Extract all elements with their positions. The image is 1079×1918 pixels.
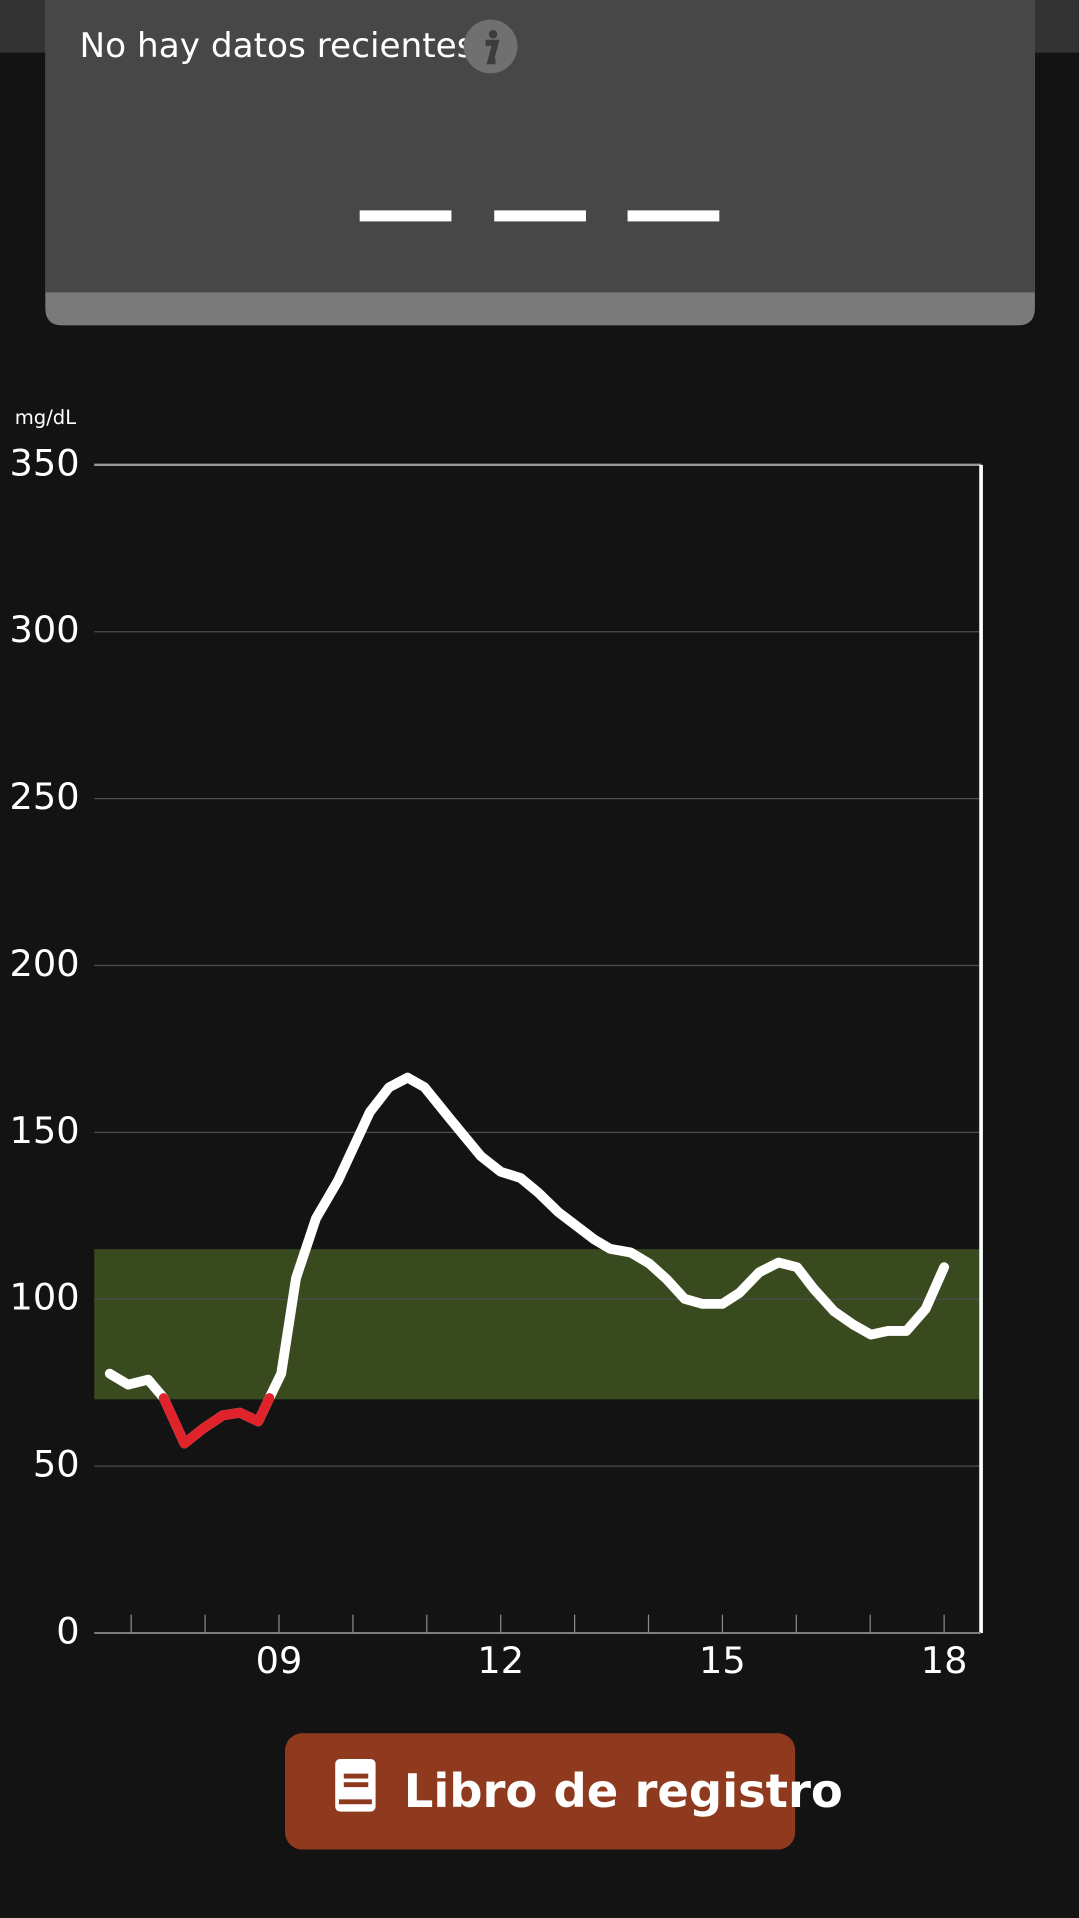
status-card <box>45 0 1035 293</box>
y-tick-label: 350 <box>10 441 80 484</box>
y-tick-label: 50 <box>33 1443 80 1486</box>
y-tick-label: 150 <box>10 1109 80 1152</box>
info-icon[interactable] <box>463 19 518 74</box>
y-unit-label: mg/dL <box>15 406 76 429</box>
button-background[interactable] <box>285 1733 796 1850</box>
x-tick-label: 09 <box>256 1639 303 1682</box>
y-tick-label: 100 <box>10 1276 80 1319</box>
button-label[interactable]: Libro de registro <box>404 1764 843 1818</box>
y-tick-label: 0 <box>56 1609 79 1652</box>
y-tick-label: 200 <box>10 942 80 985</box>
x-tick-label: 18 <box>921 1639 968 1682</box>
value-dash <box>627 210 720 222</box>
logbook-button[interactable]: Libro de registro <box>285 1733 843 1850</box>
value-dash <box>359 210 452 222</box>
status-text: No hay datos recientes <box>80 26 475 66</box>
y-tick-label: 300 <box>10 608 80 651</box>
x-tick-label: 15 <box>699 1639 746 1682</box>
glucose-chart: 0 50 100 150 200 250 300 350 09 12 15 18 <box>10 441 983 1682</box>
low-glucose-line <box>158 1393 275 1449</box>
book-icon <box>335 1758 376 1812</box>
value-dash <box>494 210 586 222</box>
y-tick-label: 250 <box>10 775 80 818</box>
target-range <box>94 1249 982 1400</box>
x-tick-label: 12 <box>477 1639 524 1682</box>
